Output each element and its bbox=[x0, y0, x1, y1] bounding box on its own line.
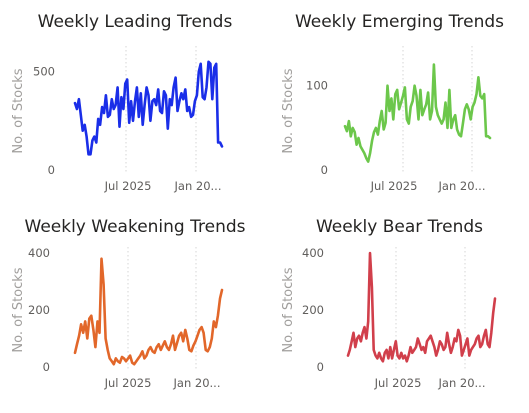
x-tick-label: Jul 2025 bbox=[104, 376, 152, 390]
y-tick-label: 400 bbox=[28, 246, 50, 260]
y-axis-label: No. of Stocks bbox=[11, 267, 26, 352]
y-axis-label: No. of Stocks bbox=[281, 68, 296, 153]
chart-canvas: 0 100 Jul 2025 Jan 20... No. of Stocks bbox=[281, 46, 492, 193]
chart-canvas: 0 200 400 Jul 2025 Jan 20... No. of Stocks bbox=[11, 246, 224, 390]
y-tick-label: 100 bbox=[306, 79, 328, 93]
y-tick-label: 0 bbox=[321, 163, 328, 177]
chart-canvas: 0 200 400 Jul 2025 Jan 20... No. of Stocks bbox=[281, 246, 497, 390]
x-tick-label: Jan 20... bbox=[438, 179, 486, 193]
y-tick-label: 200 bbox=[302, 303, 324, 317]
chart-title: Weekly Bear Trends bbox=[315, 217, 484, 237]
chart-title: Weekly Leading Trends bbox=[37, 12, 233, 32]
chart-weekly-leading-trends: Weekly Leading Trends 0 500 Jul 2025 Jan 20… bbox=[0, 0, 270, 205]
x-tick-label: Jul 2025 bbox=[374, 376, 422, 390]
y-tick-label: 0 bbox=[317, 360, 324, 374]
y-tick-label: 500 bbox=[33, 65, 55, 79]
chart-weekly-bear-trends: Weekly Bear Trends 0 200 400 Jul 2025 Jan 20… bbox=[270, 205, 529, 413]
chart-weekly-weakening-trends: Weekly Weakening Trends 0 200 400 Jul 2025 J… bbox=[0, 205, 270, 413]
series-line bbox=[346, 251, 497, 363]
x-tick-label: Jan 20... bbox=[174, 179, 222, 193]
y-axis-label: No. of Stocks bbox=[11, 68, 26, 153]
series-line bbox=[73, 60, 224, 156]
y-tick-label: 0 bbox=[48, 163, 55, 177]
y-axis-label: No. of Stocks bbox=[281, 267, 296, 352]
chart-title: Weekly Weakening Trends bbox=[24, 217, 246, 237]
chart-canvas: 0 500 Jul 2025 Jan 20... No. of Stocks bbox=[11, 46, 224, 193]
y-tick-label: 200 bbox=[28, 303, 50, 317]
chart-weekly-emerging-trends: Weekly Emerging Trends 0 100 Jul 2025 Jan 2… bbox=[270, 0, 529, 205]
x-tick-label: Jul 2025 bbox=[370, 179, 418, 193]
x-tick-label: Jan 20... bbox=[173, 376, 221, 390]
series-line bbox=[343, 63, 492, 163]
x-tick-label: Jan 20... bbox=[438, 376, 486, 390]
chart-title: Weekly Emerging Trends bbox=[294, 12, 505, 32]
y-tick-label: 400 bbox=[302, 246, 324, 260]
y-tick-label: 0 bbox=[43, 360, 50, 374]
series-line bbox=[73, 257, 224, 366]
x-tick-label: Jul 2025 bbox=[104, 179, 152, 193]
